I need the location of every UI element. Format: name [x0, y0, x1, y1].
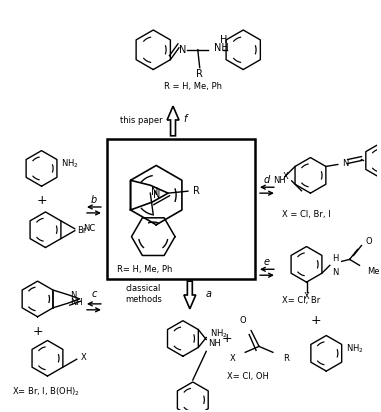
Text: X: X	[283, 172, 289, 181]
Text: H: H	[332, 254, 338, 263]
Text: +: +	[32, 325, 43, 338]
Text: X: X	[81, 353, 86, 362]
Text: R: R	[196, 68, 203, 79]
Text: a: a	[206, 289, 212, 299]
Text: Me: Me	[367, 267, 380, 276]
Text: O: O	[240, 316, 247, 325]
Text: R = H, Me, Ph: R = H, Me, Ph	[164, 82, 222, 91]
Text: N: N	[70, 291, 76, 300]
Text: b: b	[91, 195, 97, 205]
Text: c: c	[91, 289, 97, 299]
Text: +: +	[222, 332, 233, 345]
Text: +: +	[36, 194, 47, 206]
Text: N: N	[151, 187, 158, 197]
Text: X= Cl, OH: X= Cl, OH	[227, 372, 269, 381]
Text: NH: NH	[273, 176, 286, 185]
Text: NH$_2$: NH$_2$	[346, 342, 363, 355]
Text: NH$_2$: NH$_2$	[210, 327, 228, 340]
Text: this paper: this paper	[120, 117, 162, 126]
Bar	[107, 139, 255, 279]
Text: X = Cl, Br, I: X = Cl, Br, I	[282, 211, 330, 220]
Text: R= H, Me, Ph: R= H, Me, Ph	[117, 265, 172, 274]
Text: X: X	[230, 354, 235, 363]
Text: f: f	[183, 114, 186, 124]
Text: d: d	[264, 175, 270, 185]
Text: N: N	[332, 268, 338, 277]
Text: +: +	[311, 314, 322, 327]
Text: NH: NH	[214, 43, 228, 53]
Text: e: e	[264, 258, 270, 267]
Text: H: H	[220, 35, 227, 45]
Text: NH$_2$: NH$_2$	[61, 157, 79, 170]
FancyArrow shape	[167, 106, 179, 136]
Text: Br: Br	[77, 226, 86, 235]
Text: N: N	[342, 159, 348, 168]
Text: NC: NC	[83, 224, 95, 233]
FancyArrow shape	[184, 281, 196, 309]
Text: R: R	[193, 186, 200, 196]
Text: X: X	[304, 293, 309, 302]
Text: R: R	[283, 354, 289, 363]
Text: X= Cl, Br: X= Cl, Br	[282, 296, 320, 305]
Text: O: O	[365, 237, 372, 246]
Text: N: N	[179, 45, 187, 55]
Text: X= Br, I, B(OH)$_2$: X= Br, I, B(OH)$_2$	[12, 386, 80, 398]
Text: N: N	[153, 190, 161, 200]
Text: classical
methods: classical methods	[125, 284, 162, 304]
Text: NH: NH	[70, 298, 83, 307]
Text: NH: NH	[208, 339, 221, 348]
